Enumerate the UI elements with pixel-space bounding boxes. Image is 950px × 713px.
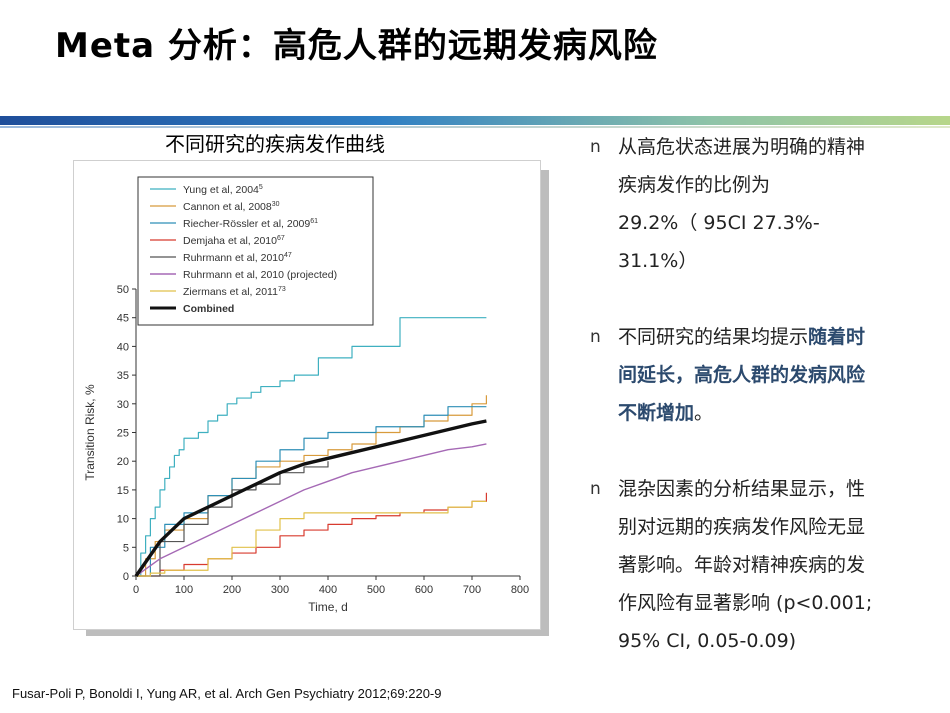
legend-ref-5: 47 <box>284 252 292 259</box>
legend-ref-7: 73 <box>278 286 286 293</box>
y-tick-label: 45 <box>117 313 129 325</box>
bullet-2-highlight-1: 随着时 <box>808 326 866 348</box>
y-axis-title: Transition Risk, % <box>83 384 97 481</box>
y-tick-label: 5 <box>123 542 129 554</box>
series-line-5 <box>136 461 329 577</box>
figure-frame: 0 5 10 15 20 25 30 35 40 45 50 0 100 200 300 400 500 600 7… <box>73 160 541 630</box>
legend-ref-3: 61 <box>310 218 318 225</box>
legend-label-8: Combined <box>183 303 234 315</box>
y-tick-label: 0 <box>123 571 129 583</box>
legend-label-3: Riecher-Rössler et al, 200961 <box>183 218 318 230</box>
legend-label-6: Ruhrmann et al, 2010 (projected) <box>183 269 337 281</box>
bullet-item-2: n 不同研究的结果均提示随着时 间延长，高危人群的发病风险 不断增加。 <box>590 318 910 432</box>
bullet-2-period: 。 <box>694 402 714 424</box>
bullet-list: n 从高危状态进展为明确的精神 疾病发作的比例为 29.2%（ 95CI 27.… <box>590 128 910 660</box>
bullet-2-line-1: 不同研究的结果均提示随着时 <box>618 318 910 356</box>
y-tick-label: 50 <box>117 284 129 296</box>
series-line-3 <box>136 406 487 577</box>
slide-title: Meta 分析：高危人群的远期发病风险 <box>55 26 658 66</box>
x-tick-label: 400 <box>319 584 337 596</box>
x-tick-label: 100 <box>175 584 193 596</box>
legend-label-5: Ruhrmann et al, 201047 <box>183 252 292 264</box>
bullet-1-line-1: 从高危状态进展为明确的精神 <box>618 136 866 158</box>
y-tick-label: 40 <box>117 341 129 353</box>
bullet-1-line-4: 31.1%） <box>618 250 698 272</box>
legend-ref-1: 5 <box>259 184 263 191</box>
series-line-8 <box>134 419 487 577</box>
bullet-3-line-5: 95% CI, 0.05-0.09) <box>618 630 797 652</box>
series-line-4 <box>136 492 487 577</box>
bullet-2-plain: 不同研究的结果均提示 <box>618 326 809 348</box>
x-tick-label: 200 <box>223 584 241 596</box>
y-tick-label: 25 <box>117 428 129 440</box>
y-tick-label: 35 <box>117 370 129 382</box>
citation-footer: Fusar-Poli P, Bonoldi I, Yung AR, et al.… <box>12 686 442 701</box>
bullet-2-line-3: 不断增加。 <box>618 394 910 432</box>
x-axis-title: Time, d <box>308 600 348 614</box>
bullet-marker: n <box>590 327 601 347</box>
series-line-1 <box>136 317 487 577</box>
legend-box <box>137 176 374 326</box>
legend-ref-2: 30 <box>272 201 280 208</box>
x-tick-label: 600 <box>415 584 433 596</box>
x-tick-label: 300 <box>271 584 289 596</box>
x-tick-label: 700 <box>463 584 481 596</box>
chart-caption: 不同研究的疾病发作曲线 <box>165 132 385 156</box>
series-line-2 <box>136 395 487 577</box>
x-tick-label: 800 <box>511 584 529 596</box>
legend-label-4: Demjaha et al, 201067 <box>183 235 285 247</box>
legend-label-2: Cannon et al, 200830 <box>183 201 280 213</box>
bullet-3-line-2: 别对远期的疾病发作风险无显 <box>618 516 866 538</box>
header-banner <box>0 116 950 125</box>
series-line-6 <box>135 443 487 577</box>
bullet-3-line-3: 著影响。年龄对精神疾病的发 <box>618 554 866 576</box>
legend-label-1: Yung et al, 20045 <box>183 184 263 196</box>
legend-label-7: Ziermans et al, 201173 <box>183 286 286 298</box>
y-tick-label: 30 <box>117 399 129 411</box>
x-tick-label: 500 <box>367 584 385 596</box>
legend-ref-4: 67 <box>277 235 285 242</box>
bullet-3-line-4: 作风险有显著影响 (p<0.001; <box>618 592 873 614</box>
header-banner-thin <box>0 126 950 128</box>
y-tick-label: 15 <box>117 485 129 497</box>
y-tick-label: 10 <box>117 514 129 526</box>
bullet-marker: n <box>590 479 601 499</box>
bullet-3-line-1: 混杂因素的分析结果显示，性 <box>618 478 866 500</box>
bullet-item-3: n 混杂因素的分析结果显示，性 别对远期的疾病发作风险无显 著影响。年龄对精神疾… <box>590 470 910 660</box>
x-tick-label: 0 <box>133 584 139 596</box>
series-line-7 <box>136 500 487 577</box>
bullet-2-highlight-3: 不断增加 <box>618 402 695 424</box>
y-tick-label: 20 <box>117 456 129 468</box>
bullet-item-1: n 从高危状态进展为明确的精神 疾病发作的比例为 29.2%（ 95CI 27.… <box>590 128 910 280</box>
bullet-1-line-3: 29.2%（ 95CI 27.3%- <box>618 212 820 234</box>
chart-legend: Yung et al, 20045 Cannon et al, 200830 Rie… <box>137 176 374 326</box>
bullet-marker: n <box>590 137 601 157</box>
bullet-1-line-2: 疾病发作的比例为 <box>618 174 771 196</box>
chart-series-layer <box>134 317 487 577</box>
bullet-2-highlight-2: 间延长，高危人群的发病风险 <box>618 364 866 386</box>
